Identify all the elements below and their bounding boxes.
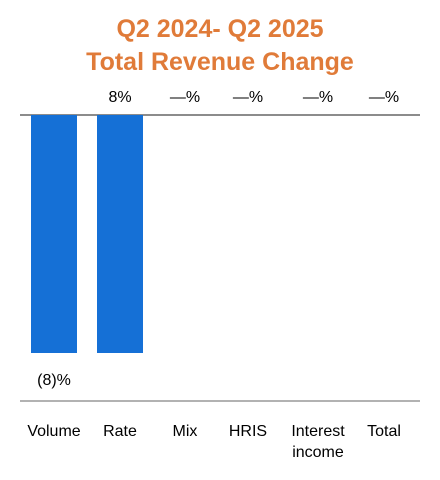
chart-title: Q2 2024- Q2 2025	[116, 15, 324, 43]
category-label-mix: Mix	[173, 423, 198, 440]
bar-volume	[31, 115, 77, 353]
value-label-hris: —%	[233, 89, 263, 106]
value-label-mix: —%	[170, 89, 200, 106]
category-label-hris: HRIS	[229, 423, 267, 440]
value-label-total: —%	[369, 89, 399, 106]
chart-subtitle: Total Revenue Change	[86, 48, 354, 76]
bar-rate	[97, 115, 143, 353]
category-label-total: Total	[367, 423, 401, 440]
category-label-volume: Volume	[27, 423, 80, 440]
value-label-rate: 8%	[108, 89, 131, 106]
category-label-rate: Rate	[103, 423, 137, 440]
category-label-interest-income-line-2: income	[292, 444, 344, 461]
value-label-volume: (8)%	[37, 372, 71, 389]
value-label-interest-income: —%	[303, 89, 333, 106]
category-label-interest-income-line-1: Interest	[291, 423, 345, 440]
